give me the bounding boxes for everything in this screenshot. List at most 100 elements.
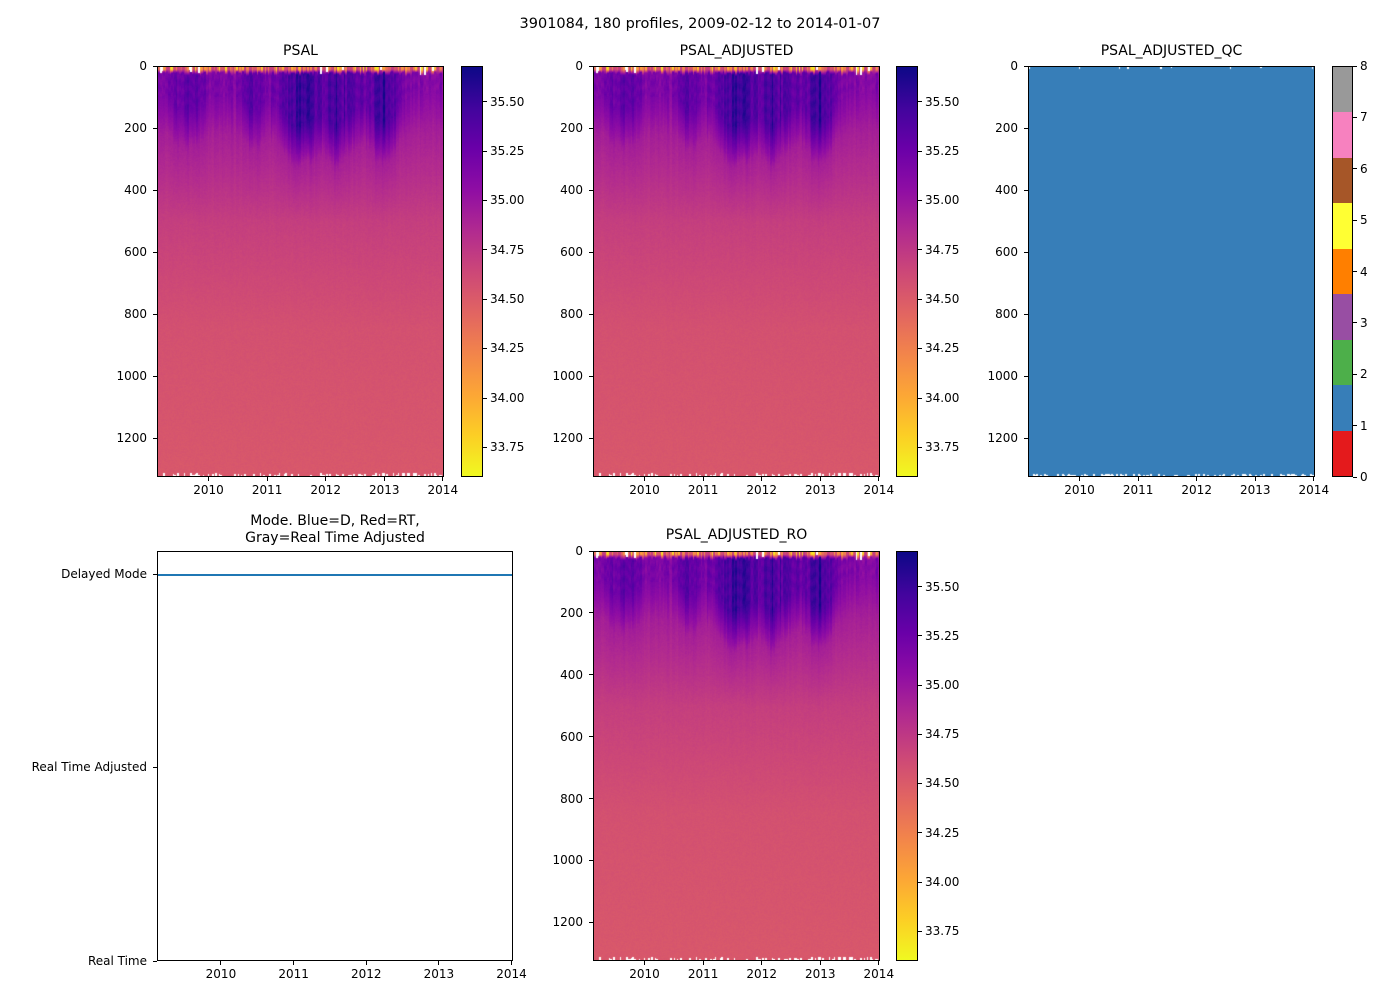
y-tick-label: 800	[124, 307, 147, 322]
plot-psal-adjusted-ro	[593, 551, 880, 961]
x-tick-label: 2012	[350, 967, 382, 981]
x-tick-mark	[1196, 477, 1198, 481]
qc-colorbar-tick-mark	[1353, 168, 1357, 170]
colorbar-tick-mark	[918, 930, 922, 932]
colorbar-tick-label: 34.75	[925, 727, 960, 742]
heatmap-psal-adjusted-ro	[594, 552, 879, 960]
colorbar-tick-mark	[918, 199, 922, 201]
mode-y-tick-label: Delayed Mode	[61, 567, 147, 582]
x-tick-mark	[819, 961, 821, 965]
x-tick-mark	[644, 961, 646, 965]
x-tick-label: 2012	[746, 483, 777, 497]
y-tick-label: 800	[560, 791, 583, 806]
colorbar-tick-mark	[918, 586, 922, 588]
colorbar-tick-mark	[483, 199, 487, 201]
colorbar-tick-mark	[918, 782, 922, 784]
x-tick-mark	[1137, 477, 1139, 481]
y-tick-label: 200	[995, 121, 1018, 136]
x-tick-label: 2014	[1298, 483, 1330, 497]
y-tick-label: 600	[560, 729, 583, 744]
x-tick-mark	[1254, 477, 1256, 481]
qc-colorbar-tick-mark	[1353, 271, 1357, 272]
panel-title-psal-adjusted: PSAL_ADJUSTED	[679, 43, 794, 59]
qc-colorbar-tick-label: 3	[1360, 315, 1368, 330]
panel-title-mode: Mode. Blue=D, Red=RT, Gray=Real Time Adj…	[245, 513, 425, 546]
colorbar-tick-mark	[483, 446, 487, 448]
colorbar-tick-mark	[918, 101, 922, 103]
panel-title-psal-adjusted-ro: PSAL_ADJUSTED_RO	[665, 527, 808, 543]
y-tick-label: 1200	[116, 431, 147, 446]
x-tick-label: 2014	[863, 483, 895, 497]
x-tick-mark	[365, 961, 367, 965]
y-tick-label: 200	[124, 121, 147, 136]
mode-y-tick-label: Real Time	[87, 954, 147, 968]
x-tick-label: 2010	[1064, 483, 1095, 497]
x-tick-label: 2013	[804, 967, 836, 981]
panel-title-psal: PSAL	[283, 43, 318, 59]
x-tick-label: 2012	[310, 483, 341, 497]
plot-psal-adjusted-qc	[1028, 66, 1315, 477]
colorbar-tick-mark	[483, 397, 487, 399]
x-tick-label: 2011	[278, 967, 309, 981]
colorbar-tick-mark	[918, 446, 922, 448]
colorbar-tick-label: 34.50	[925, 292, 960, 307]
qc-colorbar-tick-label: 4	[1360, 264, 1368, 279]
qc-colorbar-segment	[1333, 430, 1352, 476]
colorbar-tick-label: 34.25	[925, 341, 960, 356]
colorbar-psal-adjusted-ro	[896, 551, 918, 961]
colorbar-tick-label: 35.00	[925, 193, 960, 208]
qc-colorbar-segment	[1333, 248, 1352, 295]
figure-title: 3901084, 180 profiles, 2009-02-12 to 201…	[519, 16, 881, 32]
x-tick-label: 2011	[687, 483, 719, 497]
y-tick-label: 1200	[552, 915, 583, 930]
panel-title-psal-adjusted-qc: PSAL_ADJUSTED_QC	[1100, 43, 1243, 59]
qc-colorbar-tick-mark	[1353, 425, 1357, 427]
qc-colorbar-tick-mark	[1353, 116, 1357, 118]
qc-colorbar-segment	[1333, 385, 1352, 431]
y-tick-label: 1200	[552, 431, 583, 446]
y-tick-label: 1200	[987, 431, 1018, 446]
x-tick-mark	[878, 477, 880, 481]
qc-colorbar-segment	[1333, 157, 1352, 204]
x-tick-mark	[644, 477, 646, 481]
y-tick-label: 400	[560, 667, 583, 682]
qc-colorbar-tick-label: 7	[1360, 110, 1368, 125]
colorbar-qc	[1332, 66, 1353, 477]
y-tick-label: 200	[560, 605, 583, 620]
mode-y-tick-label: Real Time Adjusted	[31, 760, 147, 775]
x-tick-label: 2010	[629, 483, 660, 497]
x-tick-mark	[511, 961, 513, 965]
colorbar-tick-label: 34.50	[490, 292, 525, 307]
colorbar-tick-mark	[918, 150, 922, 152]
x-tick-label: 2012	[1181, 483, 1212, 497]
y-tick-label: 0	[575, 59, 583, 73]
y-tick-label: 0	[1010, 59, 1018, 73]
y-tick-label: 1000	[116, 369, 147, 384]
colorbar-tick-label: 34.25	[925, 825, 960, 840]
x-tick-mark	[819, 477, 821, 481]
y-tick-label: 1000	[552, 369, 583, 384]
colorbar-tick-mark	[483, 347, 487, 349]
colorbar-tick-label: 35.00	[925, 678, 960, 693]
x-tick-label: 2014	[863, 967, 895, 981]
colorbar-tick-mark	[918, 397, 922, 399]
colorbar-tick-mark	[918, 635, 922, 637]
y-tick-label: 800	[995, 307, 1018, 322]
colorbar-tick-label: 35.25	[490, 144, 525, 159]
plot-psal-adjusted	[593, 66, 880, 477]
qc-colorbar-tick-mark	[1353, 373, 1357, 375]
x-tick-mark	[266, 477, 268, 481]
colorbar-psal	[461, 66, 483, 477]
x-tick-mark	[761, 961, 763, 965]
colorbar-tick-label: 35.50	[490, 94, 525, 109]
colorbar-tick-mark	[918, 832, 922, 834]
plot-mode	[157, 551, 513, 961]
x-tick-label: 2012	[746, 967, 777, 981]
colorbar-psal-adjusted	[896, 66, 918, 477]
qc-colorbar-tick-label: 6	[1360, 161, 1368, 176]
colorbar-tick-mark	[483, 249, 487, 251]
y-tick-label: 600	[560, 245, 583, 260]
colorbar-tick-label: 33.75	[925, 440, 960, 455]
x-tick-mark	[293, 961, 295, 965]
qc-colorbar-tick-mark	[1353, 219, 1357, 221]
